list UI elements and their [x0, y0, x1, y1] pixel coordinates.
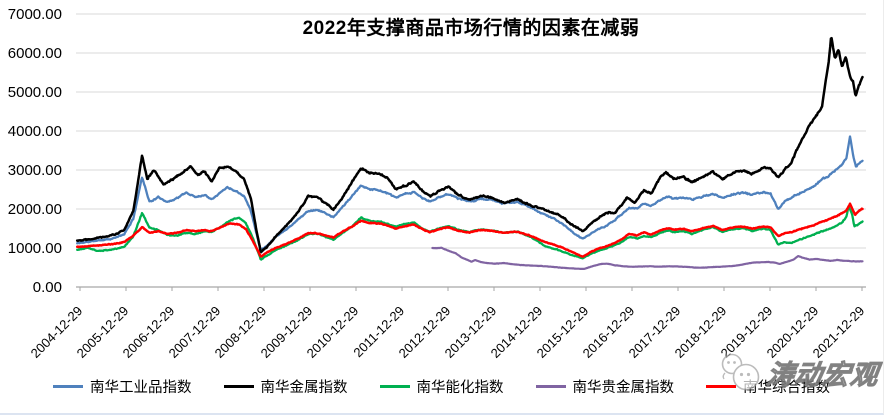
y-axis-label: 5000.00 [7, 83, 62, 101]
series-line-南华综合指数 [75, 202, 864, 258]
legend-line-swatch [53, 385, 83, 388]
y-axis-label: 6000.00 [7, 44, 62, 62]
legend-label: 南华能化指数 [416, 380, 504, 396]
legend: 南华工业品指数 南华金属指数 南华能化指数 南华贵金属指数 南华综合指数 [0, 376, 883, 397]
series-line-南华金属指数 [75, 36, 864, 254]
series-line-南华贵金属指数 [431, 246, 864, 270]
y-axis-label: 1000.00 [7, 239, 62, 257]
legend-line-swatch [535, 385, 566, 388]
series-line-南华工业品指数 [76, 135, 864, 251]
y-axis-label: 2000.00 [7, 200, 62, 218]
legend-item-0: 南华工业品指数 [53, 376, 192, 397]
y-axis-label: 3000.00 [7, 161, 62, 179]
legend-line-swatch [706, 385, 736, 388]
legend-label: 南华工业品指数 [90, 380, 192, 396]
y-axis-label: 7000.00 [7, 5, 62, 23]
chart-title: 2022年支撑商品市场行情的因素在减弱 [302, 18, 640, 39]
legend-label: 南华金属指数 [260, 380, 348, 396]
legend-item-2: 南华能化指数 [379, 376, 504, 397]
y-axis-label: 0.00 [32, 278, 62, 296]
legend-line-swatch [379, 385, 410, 388]
legend-item-3: 南华贵金属指数 [535, 376, 675, 397]
legend-label: 南华综合指数 [743, 380, 830, 396]
legend-item-1: 南华金属指数 [223, 376, 348, 397]
legend-label: 南华贵金属指数 [572, 380, 675, 396]
legend-line-swatch [223, 385, 254, 388]
y-axis-label: 4000.00 [7, 122, 62, 140]
legend-item-4: 南华综合指数 [706, 376, 830, 397]
